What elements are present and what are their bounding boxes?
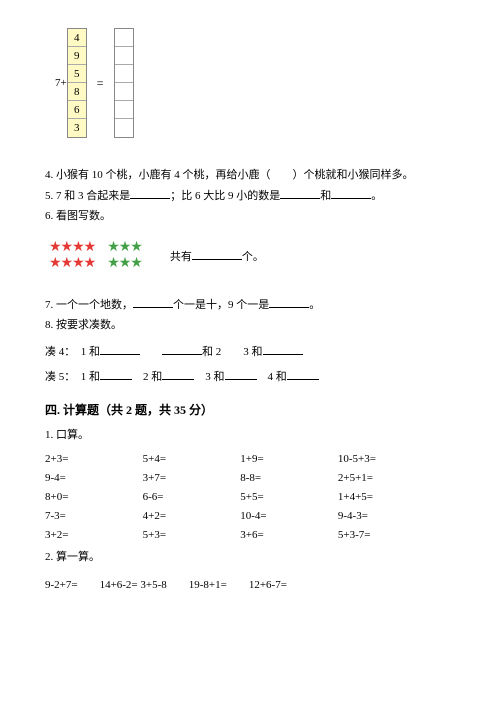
digit-cell: 5 (68, 65, 86, 83)
yellow-digit-stack: 4 9 5 8 6 3 (67, 28, 87, 138)
blank[interactable] (100, 367, 132, 380)
q8-text: 2 和 (132, 371, 162, 383)
calc-item: 8-8= (240, 472, 338, 484)
calc-item: 3+7= (143, 472, 241, 484)
question-7: 7. 一个一个地数， 个一是十，9 个一是 。 (45, 295, 455, 316)
question-6: 6. 看图写数。 (45, 207, 455, 227)
blank[interactable] (162, 367, 194, 380)
red-stars: ★★★★ ★★★★ (49, 240, 95, 271)
empty-cell[interactable] (115, 83, 133, 101)
question-4: 4. 小猴有 10 个桃，小鹿有 4 个桃，再给小鹿（ ）个桃就和小猴同样多。 (45, 166, 455, 186)
mental-calc-grid: 2+3= 5+4= 1+9= 10-5+3= 9-4= 3+7= 8-8= 2+… (45, 453, 455, 541)
blank[interactable] (331, 186, 371, 199)
calc-item: 10-5+3= (338, 453, 455, 465)
q8-line-5: 凑 5： 1 和 2 和 3 和 4 和 (45, 367, 455, 388)
white-answer-stack (114, 28, 134, 138)
blank[interactable] (263, 342, 303, 355)
calc-item: 9-4-3= (338, 510, 455, 522)
blank[interactable] (269, 295, 309, 308)
q8-text: 4 和 (257, 371, 287, 383)
calc-item: 3+2= (45, 529, 143, 541)
blank[interactable] (287, 367, 319, 380)
calc-row: 7-3= 4+2= 10-4= 9-4-3= (45, 510, 455, 522)
calc-q2: 2. 算一算。 (45, 548, 455, 568)
calc-item: 10-4= (240, 510, 338, 522)
calc2-line: 9-2+7= 14+6-2= 3+5-8 19-8+1= 12+6-7= (45, 576, 455, 596)
digit-cell: 6 (68, 101, 86, 119)
blank[interactable] (100, 342, 140, 355)
calc-row: 2+3= 5+4= 1+9= 10-5+3= (45, 453, 455, 465)
calc-item: 6-6= (143, 491, 241, 503)
calc-item: 5+5= (240, 491, 338, 503)
empty-cell[interactable] (115, 29, 133, 47)
q8-text: 凑 5： 1 和 (45, 371, 100, 383)
blank[interactable] (130, 186, 170, 199)
question-5: 5. 7 和 3 合起来是 ；比 6 大比 9 小的数是 和 。 (45, 186, 455, 207)
green-stars: ★★★ ★★★ (107, 240, 142, 271)
empty-cell[interactable] (115, 101, 133, 119)
digit-cell: 3 (68, 119, 86, 137)
blank[interactable] (225, 367, 257, 380)
equals-sign: = (97, 76, 104, 91)
q8-text: 凑 4： 1 和 (45, 346, 100, 358)
blank[interactable] (162, 342, 202, 355)
label-text: 共有 (170, 251, 192, 263)
empty-cell[interactable] (115, 119, 133, 137)
calc-item: 7-3= (45, 510, 143, 522)
calc-item: 8+0= (45, 491, 143, 503)
empty-cell[interactable] (115, 47, 133, 65)
calc-q1: 1. 口算。 (45, 426, 455, 446)
label-text: 个。 (242, 251, 264, 263)
calc-row: 3+2= 5+3= 3+6= 5+3-7= (45, 529, 455, 541)
calc-item: 4+2= (143, 510, 241, 522)
q8-text: 和 2 3 和 (202, 346, 263, 358)
calc-item: 2+5+1= (338, 472, 455, 484)
calc-item: 3+6= (240, 529, 338, 541)
calc-item: 1+4+5= (338, 491, 455, 503)
q8-text: 3 和 (194, 371, 224, 383)
q5-text: 5. 7 和 3 合起来是 (45, 190, 130, 202)
empty-cell[interactable] (115, 65, 133, 83)
eq-left: 7+ (55, 77, 67, 89)
q7-text: 个一是十，9 个一是 (173, 299, 269, 311)
blank[interactable] (133, 295, 173, 308)
section-4-title: 四. 计算题（共 2 题，共 35 分） (45, 401, 455, 418)
q5-text: ；比 6 大比 9 小的数是 (170, 190, 280, 202)
blank[interactable] (192, 247, 242, 260)
q5-text: 和 (320, 190, 331, 202)
calc-row: 9-4= 3+7= 8-8= 2+5+1= (45, 472, 455, 484)
stars-figure: ★★★★ ★★★★ ★★★ ★★★ 共有 个。 (49, 240, 455, 271)
calc-item: 1+9= (240, 453, 338, 465)
question-8: 8. 按要求凑数。 (45, 316, 455, 336)
calc-item: 5+3= (143, 529, 241, 541)
digit-cell: 4 (68, 29, 86, 47)
calc-item: 5+4= (143, 453, 241, 465)
digit-cell: 9 (68, 47, 86, 65)
q5-text: 。 (371, 190, 382, 202)
q7-text: 。 (309, 299, 320, 311)
worksheet-page: 7+ 4 9 5 8 6 3 = 4. 小猴有 10 个桃，小鹿有 4 个桃，再… (0, 0, 500, 707)
q7-text: 7. 一个一个地数， (45, 299, 133, 311)
q8-line-4: 凑 4： 1 和 和 2 3 和 (45, 342, 455, 363)
blank[interactable] (280, 186, 320, 199)
digit-cell: 8 (68, 83, 86, 101)
calc-item: 9-4= (45, 472, 143, 484)
calc-item: 2+3= (45, 453, 143, 465)
calc-item: 5+3-7= (338, 529, 455, 541)
calc-row: 8+0= 6-6= 5+5= 1+4+5= (45, 491, 455, 503)
stars-label: 共有 个。 (170, 247, 264, 264)
block-equation: 7+ 4 9 5 8 6 3 = (55, 28, 455, 138)
